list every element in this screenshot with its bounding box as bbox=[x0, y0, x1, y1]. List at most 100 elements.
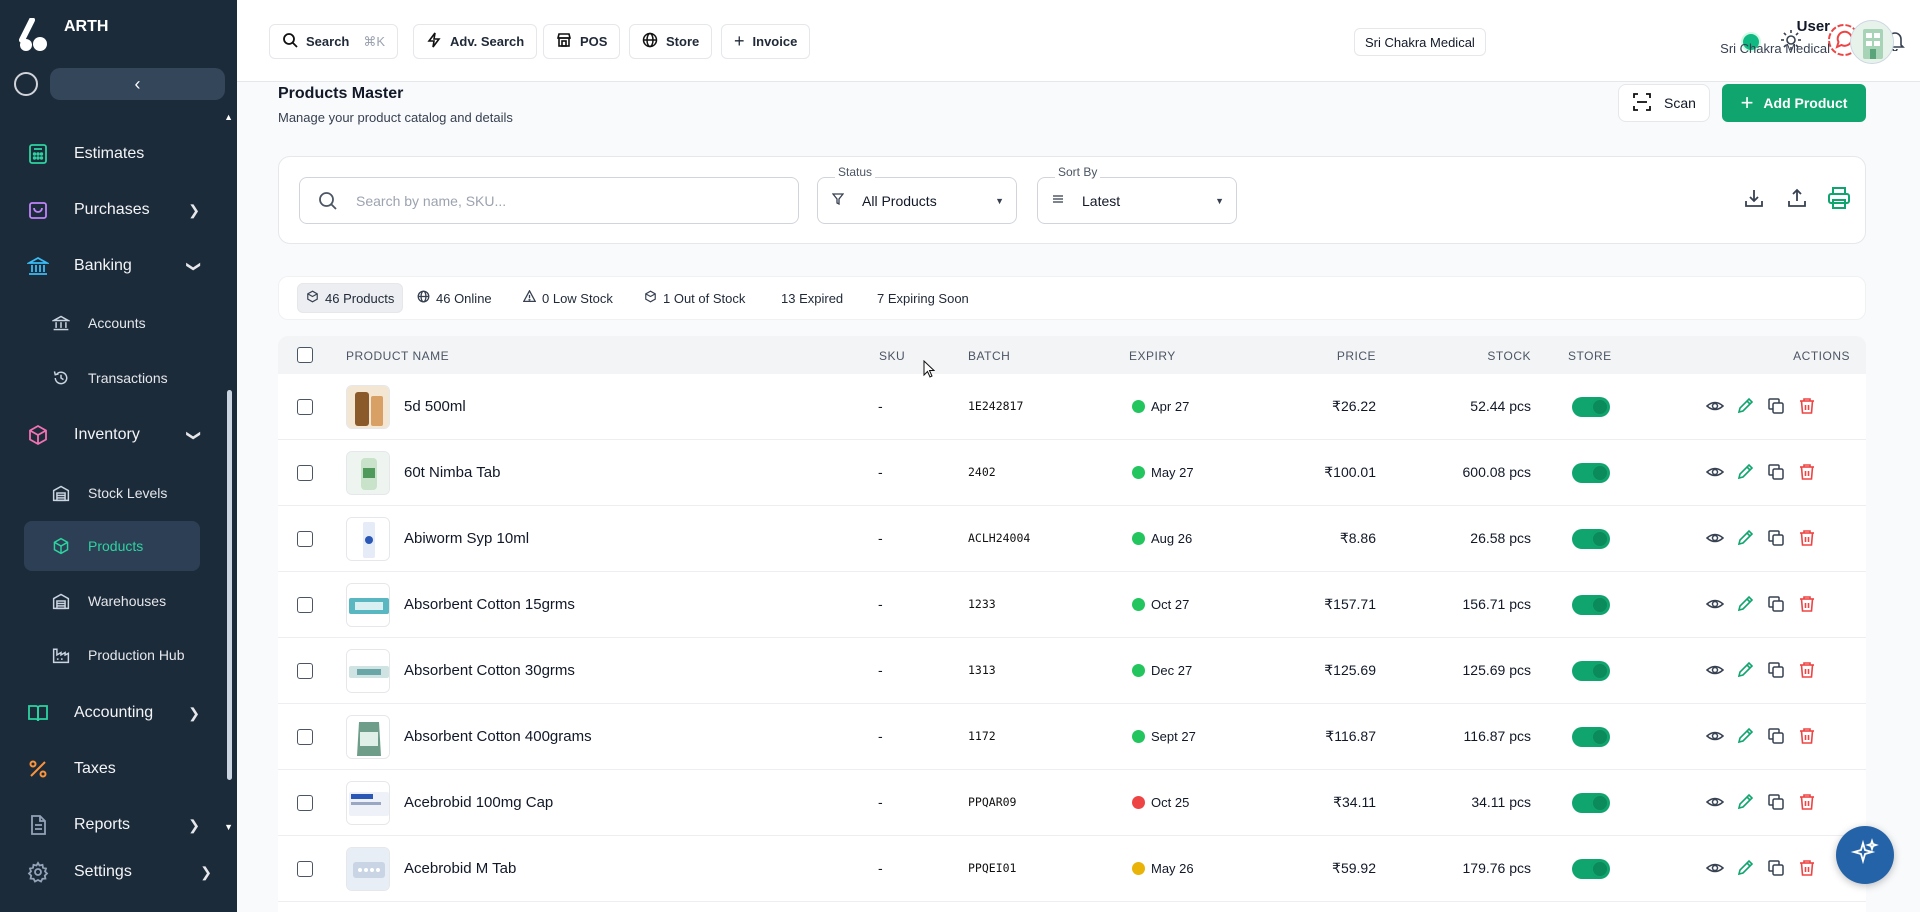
chip-online[interactable]: 46 Online bbox=[409, 283, 500, 313]
edit-button[interactable] bbox=[1734, 726, 1756, 748]
store-toggle[interactable] bbox=[1572, 529, 1610, 549]
edit-button[interactable] bbox=[1734, 528, 1756, 550]
store-toggle[interactable] bbox=[1572, 397, 1610, 417]
edit-button[interactable] bbox=[1734, 858, 1756, 880]
ai-assistant-button[interactable] bbox=[1836, 826, 1894, 884]
view-button[interactable] bbox=[1704, 594, 1726, 616]
chip-expiring-soon[interactable]: 7 Expiring Soon bbox=[869, 283, 977, 313]
delete-button[interactable] bbox=[1796, 660, 1818, 682]
scroll-down-icon[interactable]: ▼ bbox=[224, 822, 233, 832]
row-checkbox[interactable] bbox=[297, 663, 313, 679]
store-toggle[interactable] bbox=[1572, 463, 1610, 483]
invoice-button[interactable]: + Invoice bbox=[721, 24, 811, 59]
sidebar-item-reports[interactable]: Reports ❯ bbox=[24, 805, 200, 845]
edit-button[interactable] bbox=[1734, 396, 1756, 418]
view-button[interactable] bbox=[1704, 396, 1726, 418]
sidebar-item-accounting[interactable]: Accounting ❯ bbox=[24, 693, 200, 733]
search-input[interactable] bbox=[356, 192, 798, 209]
view-button[interactable] bbox=[1704, 528, 1726, 550]
store-toggle[interactable] bbox=[1572, 859, 1610, 879]
row-checkbox[interactable] bbox=[297, 399, 313, 415]
duplicate-button[interactable] bbox=[1765, 462, 1787, 484]
header-expiry[interactable]: EXPIRY bbox=[1129, 349, 1176, 363]
pos-button[interactable]: POS bbox=[543, 24, 621, 59]
status-select[interactable]: All Products ▼ bbox=[817, 177, 1017, 224]
row-checkbox[interactable] bbox=[297, 861, 313, 877]
adv-search-button[interactable]: Adv. Search bbox=[413, 24, 538, 59]
edit-button[interactable] bbox=[1734, 792, 1756, 814]
sidebar-item-taxes[interactable]: Taxes bbox=[24, 749, 200, 789]
org-selector[interactable]: Sri Chakra Medical bbox=[1354, 28, 1486, 56]
sort-select[interactable]: Latest ▼ bbox=[1037, 177, 1237, 224]
header-sku[interactable]: SKU bbox=[879, 349, 906, 363]
delete-button[interactable] bbox=[1796, 726, 1818, 748]
sidebar-item-banking[interactable]: Banking ❯ bbox=[24, 246, 203, 286]
view-button[interactable] bbox=[1704, 660, 1726, 682]
view-button[interactable] bbox=[1704, 462, 1726, 484]
view-button[interactable] bbox=[1704, 858, 1726, 880]
row-checkbox[interactable] bbox=[297, 729, 313, 745]
duplicate-button[interactable] bbox=[1765, 594, 1787, 616]
print-button[interactable] bbox=[1826, 186, 1852, 213]
download-button[interactable] bbox=[1741, 187, 1767, 213]
sidebar-item-stock-levels[interactable]: Stock Levels bbox=[24, 468, 200, 518]
product-name[interactable]: Acebrobid M Tab bbox=[404, 860, 517, 877]
search-field[interactable] bbox=[299, 177, 799, 224]
header-product-name[interactable]: PRODUCT NAME bbox=[346, 349, 450, 363]
edit-button[interactable] bbox=[1734, 660, 1756, 682]
delete-button[interactable] bbox=[1796, 462, 1818, 484]
edit-button[interactable] bbox=[1734, 594, 1756, 616]
product-name[interactable]: Absorbent Cotton 15grms bbox=[404, 596, 575, 613]
brand[interactable]: ARTH bbox=[18, 17, 108, 52]
row-checkbox[interactable] bbox=[297, 597, 313, 613]
delete-button[interactable] bbox=[1796, 594, 1818, 616]
product-name[interactable]: Absorbent Cotton 30grms bbox=[404, 662, 575, 679]
row-checkbox[interactable] bbox=[297, 531, 313, 547]
scroll-up-icon[interactable]: ▲ bbox=[224, 112, 233, 122]
product-name[interactable]: 60t Nimba Tab bbox=[404, 464, 501, 481]
sidebar-scrollbar[interactable] bbox=[227, 390, 232, 780]
view-button[interactable] bbox=[1704, 726, 1726, 748]
chip-expired[interactable]: 13 Expired bbox=[773, 283, 851, 313]
theme-circle-button[interactable] bbox=[14, 72, 38, 96]
row-checkbox[interactable] bbox=[297, 465, 313, 481]
scan-button[interactable]: Scan bbox=[1618, 84, 1710, 122]
sidebar-item-inventory[interactable]: Inventory ❯ bbox=[24, 415, 203, 455]
edit-button[interactable] bbox=[1734, 462, 1756, 484]
sidebar-item-transactions[interactable]: Transactions bbox=[24, 353, 200, 403]
sidebar-item-warehouses[interactable]: Warehouses bbox=[24, 576, 200, 626]
delete-button[interactable] bbox=[1796, 858, 1818, 880]
chip-low-stock[interactable]: 0 Low Stock bbox=[515, 283, 621, 313]
collapse-sidebar-button[interactable]: ‹ bbox=[50, 68, 225, 100]
store-toggle[interactable] bbox=[1572, 727, 1610, 747]
duplicate-button[interactable] bbox=[1765, 858, 1787, 880]
delete-button[interactable] bbox=[1796, 792, 1818, 814]
sidebar-item-production-hub[interactable]: Production Hub bbox=[24, 630, 200, 680]
theme-toggle[interactable] bbox=[1777, 28, 1805, 56]
chip-out-of-stock[interactable]: 1 Out of Stock bbox=[636, 283, 753, 313]
table-row[interactable]: 60t Nimba Tab - 2402 May 27 ₹100.01 600.… bbox=[278, 440, 1866, 506]
upload-button[interactable] bbox=[1784, 187, 1810, 213]
product-name[interactable]: Absorbent Cotton 400grams bbox=[404, 728, 592, 745]
product-name[interactable]: 5d 500ml bbox=[404, 398, 466, 415]
store-button[interactable]: Store bbox=[629, 24, 713, 59]
chip-products[interactable]: 46 Products bbox=[297, 283, 404, 313]
sidebar-item-products[interactable]: Products bbox=[24, 521, 200, 571]
user-info[interactable]: User Sri Chakra Medical bbox=[1720, 18, 1830, 56]
select-all-checkbox[interactable] bbox=[297, 347, 313, 363]
search-button[interactable]: Search ⌘K bbox=[269, 24, 399, 59]
header-stock[interactable]: STOCK bbox=[1487, 349, 1531, 363]
delete-button[interactable] bbox=[1796, 528, 1818, 550]
delete-button[interactable] bbox=[1796, 396, 1818, 418]
sidebar-item-estimates[interactable]: Estimates bbox=[24, 134, 200, 174]
duplicate-button[interactable] bbox=[1765, 396, 1787, 418]
duplicate-button[interactable] bbox=[1765, 792, 1787, 814]
product-name[interactable]: Acebrobid 100mg Cap bbox=[404, 794, 554, 811]
store-toggle[interactable] bbox=[1572, 793, 1610, 813]
add-product-button[interactable]: + Add Product bbox=[1722, 84, 1866, 122]
duplicate-button[interactable] bbox=[1765, 528, 1787, 550]
table-row[interactable]: Absorbent Cotton 15grms - 1233 Oct 27 ₹1… bbox=[278, 572, 1866, 638]
sidebar-item-accounts[interactable]: Accounts bbox=[24, 298, 200, 348]
avatar[interactable] bbox=[1850, 20, 1894, 64]
table-row[interactable]: Absorbent Cotton 30grms - 1313 Dec 27 ₹1… bbox=[278, 638, 1866, 704]
